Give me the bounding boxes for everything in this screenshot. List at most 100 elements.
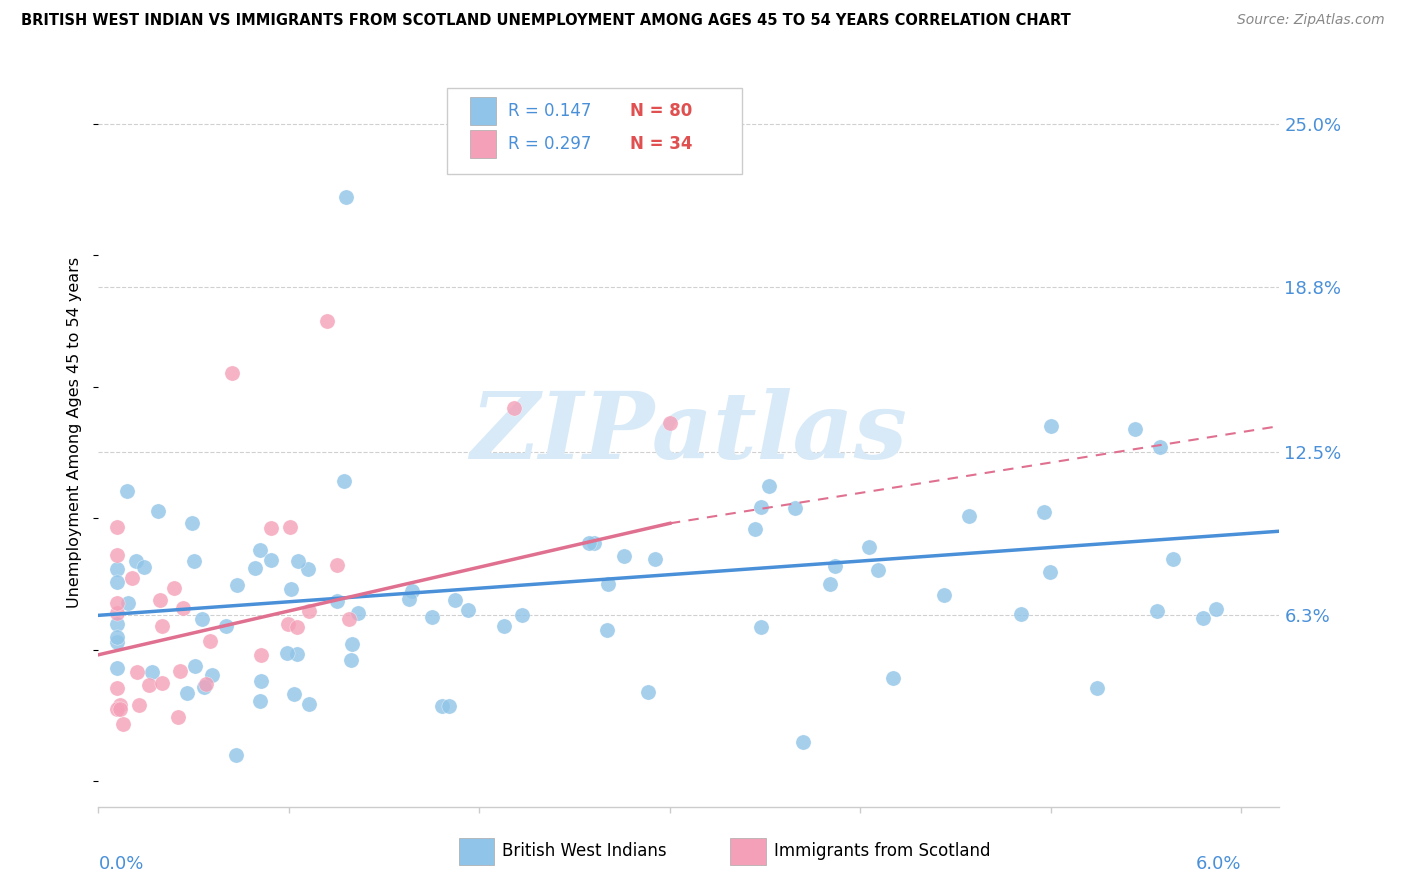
Point [107,596,129,610]
Point [107,617,129,632]
Point [285,620,308,634]
Point [277,617,299,632]
Point [287,554,309,568]
Point [138,678,160,692]
FancyBboxPatch shape [730,838,766,865]
Point [150,619,173,633]
Point [221,367,243,381]
Point [1033,505,1056,519]
Point [225,577,247,591]
Point [183,554,205,568]
Point [108,698,131,713]
Point [1085,681,1108,695]
Point [121,570,143,584]
Point [132,560,155,574]
Point [250,674,273,689]
Point [298,697,321,711]
Point [107,635,129,649]
FancyBboxPatch shape [471,129,496,158]
Point [326,594,349,608]
Point [148,503,170,517]
Point [117,597,139,611]
Point [868,563,890,577]
Point [195,677,218,691]
Point [749,500,772,515]
Point [1010,607,1032,622]
Point [283,686,305,700]
Point [150,676,173,690]
Point [578,536,600,550]
Point [107,562,129,576]
Text: 6.0%: 6.0% [1197,855,1241,872]
Point [183,658,205,673]
Point [1123,422,1146,436]
Point [430,699,453,714]
Point [783,500,806,515]
Point [115,483,138,498]
Point [298,605,321,619]
Text: N = 34: N = 34 [630,135,692,153]
Point [882,671,904,685]
Point [149,592,172,607]
Point [107,702,129,716]
Point [167,710,190,724]
Point [503,401,526,416]
Point [596,576,619,591]
Point [335,190,357,204]
Point [1146,604,1168,618]
Point [249,694,271,708]
Point [107,548,129,562]
Point [190,612,212,626]
Text: R = 0.147: R = 0.147 [508,102,592,120]
Point [176,686,198,700]
Point [858,541,880,555]
Point [107,660,129,674]
Point [163,581,186,595]
Point [125,665,148,680]
Point [347,607,370,621]
Point [957,508,980,523]
Point [326,558,349,572]
Point [658,417,681,431]
Text: N = 80: N = 80 [630,102,692,120]
Point [644,552,666,566]
Point [398,592,420,607]
Point [280,582,302,597]
Point [111,717,134,731]
Text: BRITISH WEST INDIAN VS IMMIGRANTS FROM SCOTLAND UNEMPLOYMENT AMONG AGES 45 TO 54: BRITISH WEST INDIAN VS IMMIGRANTS FROM S… [21,13,1071,29]
Point [107,681,129,696]
Point [1192,611,1215,625]
Point [457,603,479,617]
Point [107,606,129,620]
Text: ZIPatlas: ZIPatlas [471,388,907,477]
Point [333,474,356,488]
Point [1149,440,1171,454]
Point [193,680,215,694]
Y-axis label: Unemployment Among Ages 45 to 54 years: Unemployment Among Ages 45 to 54 years [67,257,83,608]
Point [243,560,266,574]
Point [125,554,148,568]
Point [582,536,605,550]
Point [200,633,222,648]
Point [401,584,423,599]
Point [181,516,204,531]
FancyBboxPatch shape [447,88,742,174]
Point [596,623,619,637]
Point [637,684,659,698]
Point [792,734,814,748]
Point [744,522,766,536]
Point [259,553,281,567]
Point [340,637,363,651]
Point [1039,565,1062,579]
Point [932,588,955,602]
Point [250,648,273,662]
Point [749,619,772,633]
Text: Source: ZipAtlas.com: Source: ZipAtlas.com [1237,13,1385,28]
Point [141,665,163,679]
Point [128,698,150,712]
Point [1039,419,1062,434]
Point [249,543,271,558]
Point [1205,602,1227,616]
Point [613,549,636,563]
FancyBboxPatch shape [458,838,494,865]
